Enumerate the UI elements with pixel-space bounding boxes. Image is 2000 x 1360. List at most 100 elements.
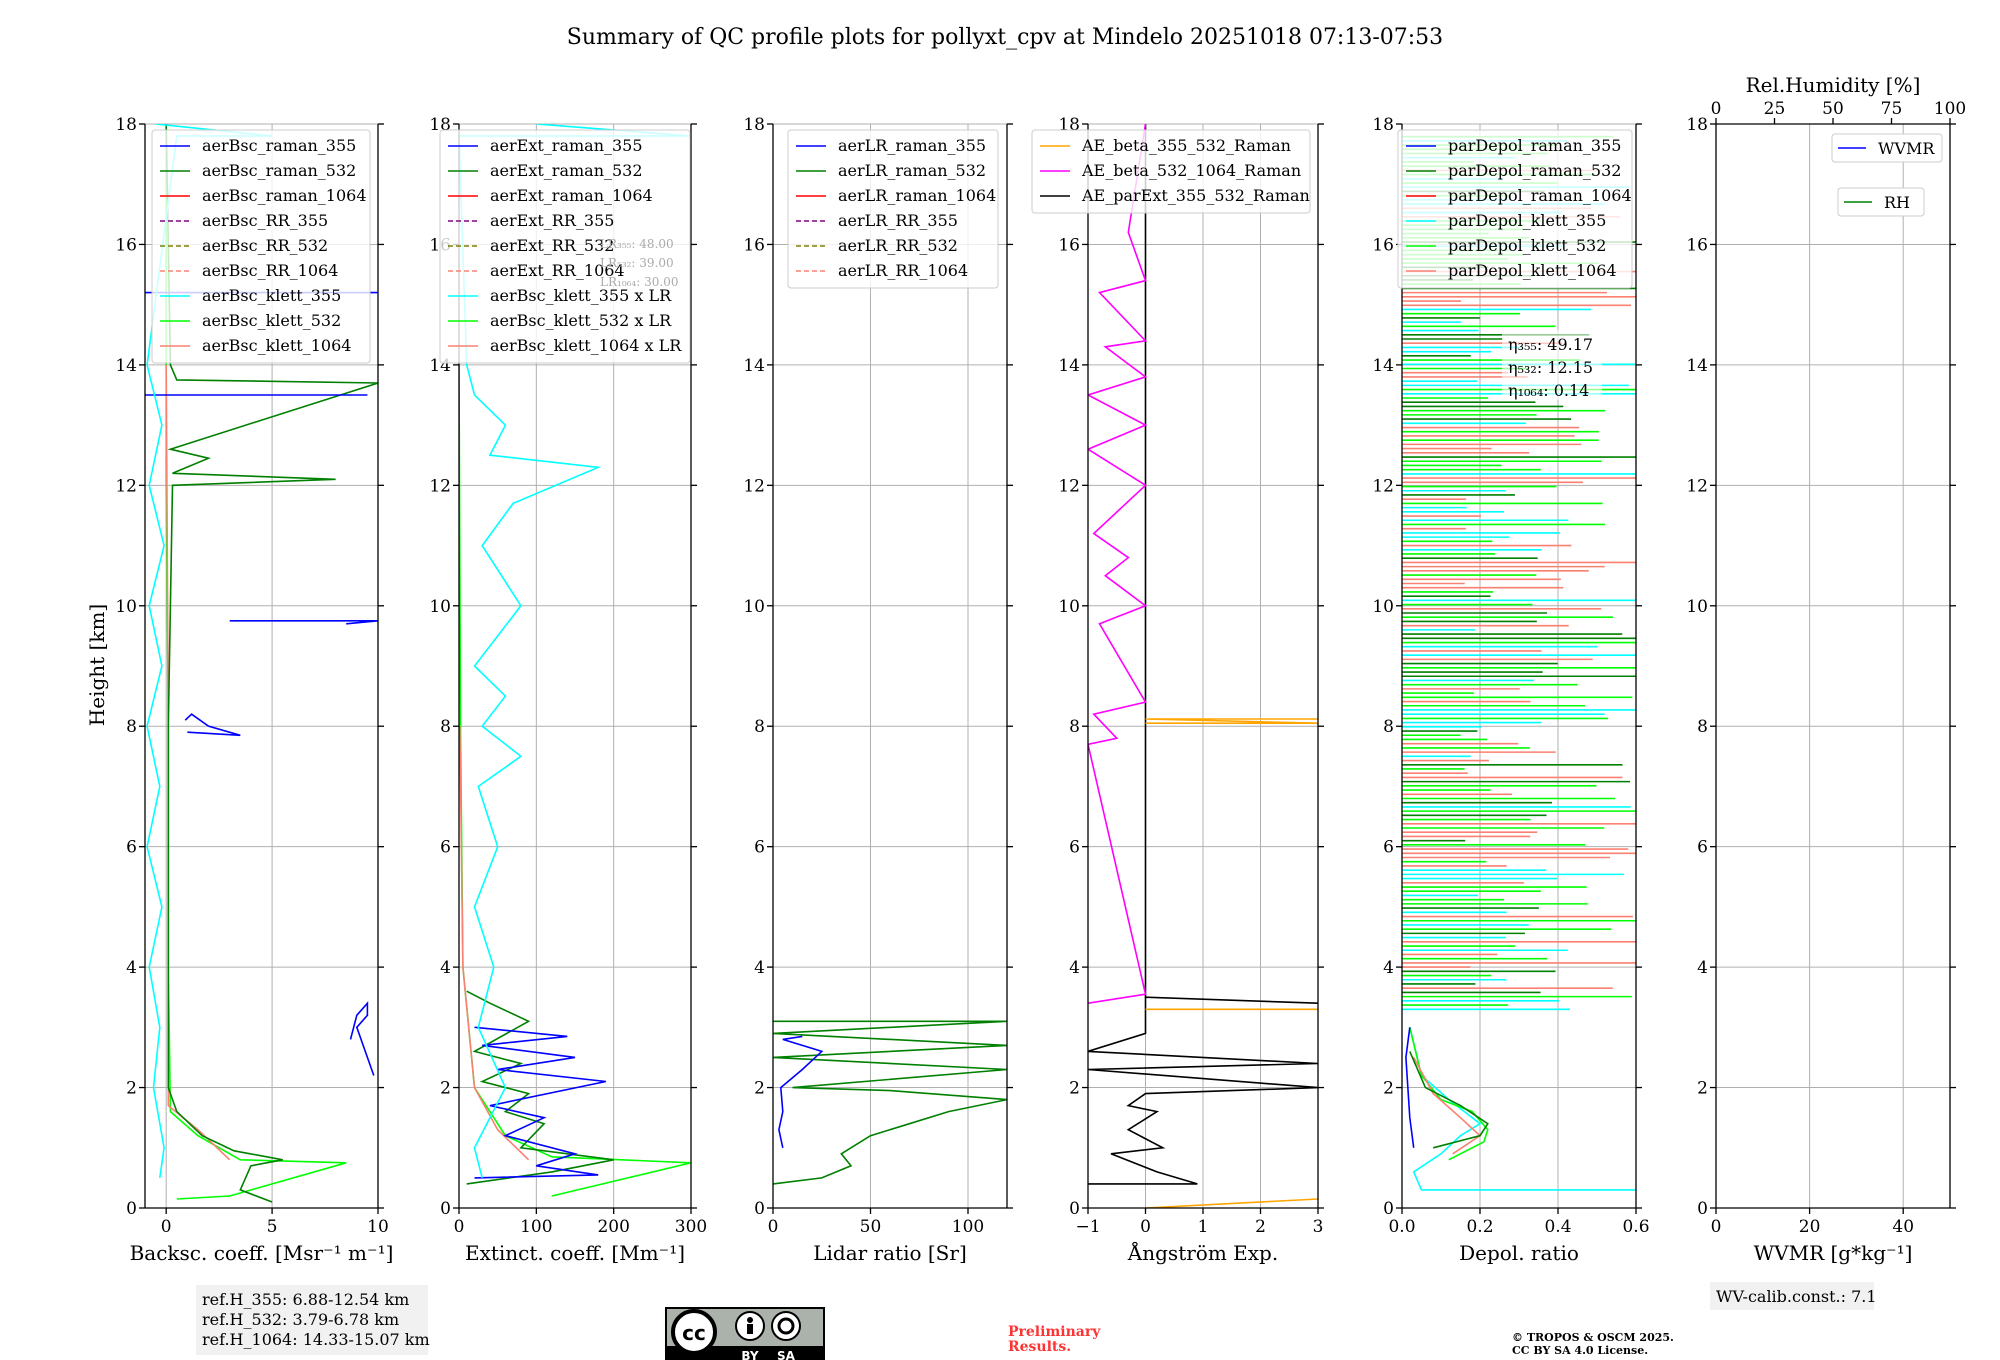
legend-label: aerBsc_raman_532: [202, 161, 356, 180]
lr-label: LR₁₀₆₄: 30.00: [600, 275, 678, 289]
y-tick-label: 4: [754, 958, 765, 978]
y-tick-label: 6: [1697, 838, 1708, 858]
series-aerBsc_raman_355_c: [229, 619, 378, 625]
series-parDepol_klett_532: [1409, 1027, 1489, 1161]
y-tick-label: 2: [754, 1079, 765, 1099]
legend-label: aerLR_RR_532: [838, 236, 958, 255]
legend-label: AE_parExt_355_532_Raman: [1081, 186, 1310, 205]
x-tick-label: 100: [952, 1217, 984, 1237]
x-tick-label: 20: [1799, 1217, 1821, 1237]
legend-label: AE_beta_532_1064_Raman: [1081, 161, 1301, 180]
y-tick-label: 16: [743, 235, 765, 255]
eta-label: η₅₃₂: 12.15: [1508, 358, 1593, 377]
eta-label: η₃₅₅: 49.17: [1508, 335, 1593, 354]
cc-text: cc: [682, 1321, 706, 1345]
y-tick-label: 12: [115, 476, 137, 496]
legend-label: aerBsc_klett_1064: [202, 336, 351, 355]
x-tick-label: 200: [597, 1217, 629, 1237]
preliminary-line-1: Preliminary: [1008, 1324, 1101, 1340]
series-parDepol_raman_355: [1405, 1027, 1415, 1148]
sa-label: SA: [777, 1349, 796, 1360]
series-aerBsc_raman_355_b: [184, 713, 241, 737]
y-tick-label: 12: [1686, 476, 1708, 496]
panel-5: 0 2 4 6 8 10 12 14 16 18 0.0 0.2 0.4 0.6 Depol. ratio p…: [1372, 115, 1649, 1265]
series-AE_beta_532_1064_Raman: [1088, 124, 1148, 1004]
x-tick-label: 0.6: [1622, 1217, 1649, 1237]
legend-label: aerExt_raman_532: [490, 161, 643, 180]
y-tick-label: 14: [1058, 356, 1080, 376]
top-x-axis-label: Rel.Humidity [%]: [1746, 73, 1921, 97]
y-tick-label: 6: [440, 838, 451, 858]
x-tick-label: 0: [1711, 1217, 1722, 1237]
y-tick-label: 4: [1697, 958, 1708, 978]
top-x-tick-label: 0: [1711, 99, 1722, 119]
y-tick-label: 8: [754, 717, 765, 737]
y-tick-label: 2: [1069, 1079, 1080, 1099]
series-aerBsc_raman_355: [349, 1001, 375, 1076]
top-x-tick-label: 25: [1764, 99, 1786, 119]
top-x-tick-label: 100: [1934, 99, 1966, 119]
legend-label: aerBsc_klett_355 x LR: [490, 286, 672, 305]
legend-label: aerBsc_klett_532: [202, 311, 341, 330]
y-tick-label: 14: [1372, 356, 1394, 376]
y-tick-label: 10: [1686, 597, 1708, 617]
cc-license-logo: cc BY SA: [665, 1307, 825, 1360]
x-tick-label: 100: [520, 1217, 552, 1237]
y-tick-label: 0: [1383, 1199, 1394, 1219]
y-tick-label: 16: [1372, 235, 1394, 255]
preliminary-line-2: Results.: [1008, 1339, 1071, 1355]
series-aerLR_raman_355: [778, 1035, 824, 1148]
y-tick-label: 18: [1372, 115, 1394, 135]
y-tick-label: 0: [440, 1199, 451, 1219]
x-tick-label: 0.0: [1388, 1217, 1415, 1237]
series-AE_beta_355_532_Raman_c: [1145, 718, 1318, 725]
legend-label: aerLR_raman_355: [838, 136, 986, 155]
legend-label: aerLR_RR_355: [838, 211, 958, 230]
y-tick-label: 16: [1058, 235, 1080, 255]
y-tick-label: 10: [1372, 597, 1394, 617]
x-tick-label: 0.4: [1544, 1217, 1571, 1237]
y-tick-label: 14: [1686, 356, 1708, 376]
series-AE_parExt_355_532_Raman: [1088, 996, 1318, 1185]
legend-panel-5: parDepol_raman_355 parDepol_raman_532 parD…: [1397, 129, 1633, 289]
figure-title: Summary of QC profile plots for pollyxt_…: [567, 25, 1443, 50]
series-aerBsc_klett_1064: [165, 364, 231, 1161]
lr-label: LR₅₃₂: 39.00: [600, 256, 674, 270]
x-axis-label: WVMR [g*kg⁻¹]: [1754, 1241, 1913, 1265]
y-tick-label: 18: [743, 115, 765, 135]
legend-label: aerBsc_klett_1064 x LR: [490, 336, 682, 355]
legend-label: parDepol_klett_1064: [1448, 261, 1617, 280]
x-tick-label: 10: [367, 1217, 389, 1237]
legend-label: aerExt_raman_1064: [490, 186, 653, 205]
legend-panel-4: AE_beta_355_532_Raman AE_beta_532_1064_Ra…: [1031, 129, 1311, 214]
y-tick-label: 4: [1069, 958, 1080, 978]
y-tick-label: 2: [440, 1079, 451, 1099]
legend-label: parDepol_klett_532: [1448, 236, 1606, 255]
legend-label: aerBsc_RR_1064: [202, 261, 338, 280]
series-parDepol_raman_532: [1409, 1051, 1489, 1149]
sa-share-icon: [771, 1311, 801, 1341]
legend-label: parDepol_raman_532: [1448, 161, 1621, 180]
wv-calib-box: WV-calib.const.: 7.1: [1710, 1282, 1877, 1310]
y-tick-label: 6: [754, 838, 765, 858]
wv-calib-const: WV-calib.const.: 7.1: [1716, 1287, 1877, 1306]
series-AE_beta_355_532_Raman: [1145, 1198, 1318, 1208]
y-tick-label: 10: [743, 597, 765, 617]
legend-panel-1: aerBsc_raman_355 aerBsc_raman_532 aerBsc_r…: [151, 129, 371, 364]
x-axis-label: Depol. ratio: [1459, 1241, 1579, 1265]
y-tick-label: 12: [1372, 476, 1394, 496]
legend-label: aerBsc_klett_532 x LR: [490, 311, 672, 330]
y-tick-label: 14: [115, 356, 137, 376]
panel-1: 0 2 4 6 8 10 12 14 16 18 0 5 10 Backsc. coeff. [Msr⁻¹…: [115, 115, 393, 1265]
x-tick-label: 1: [1198, 1217, 1209, 1237]
x-tick-label: 300: [675, 1217, 707, 1237]
legend-label: parDepol_raman_1064: [1448, 186, 1632, 205]
x-tick-label: −1: [1075, 1217, 1100, 1237]
series-aerExt_raman_355: [474, 1026, 607, 1179]
x-axis-label: Lidar ratio [Sr]: [813, 1241, 967, 1265]
y-tick-label: 6: [1383, 838, 1394, 858]
x-tick-label: 0: [768, 1217, 779, 1237]
y-tick-label: 4: [126, 958, 137, 978]
